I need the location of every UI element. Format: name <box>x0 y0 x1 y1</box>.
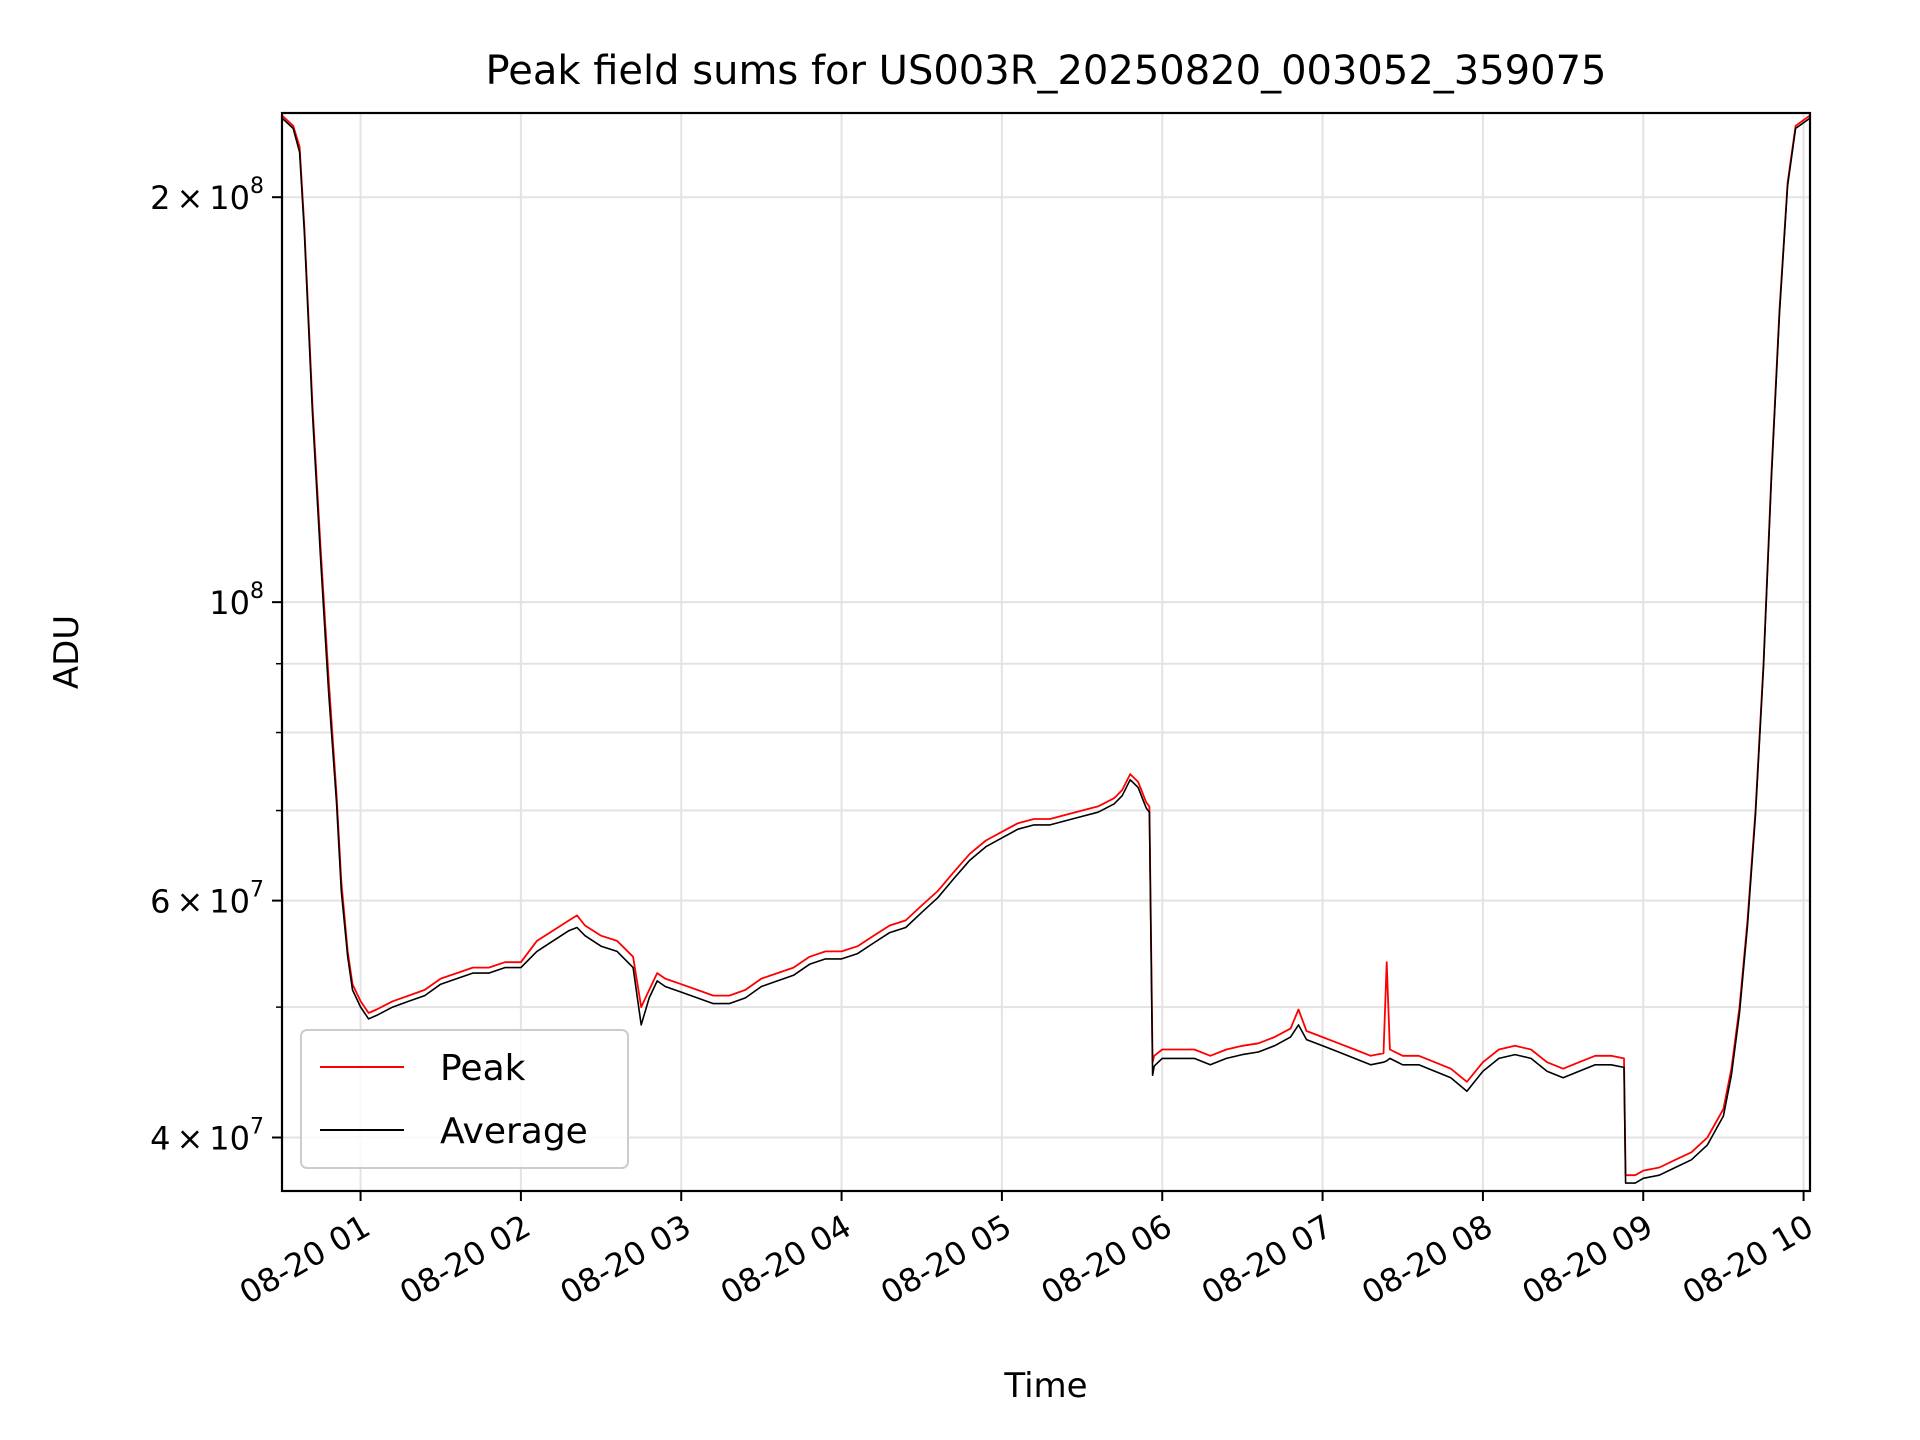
y-tick-label-exponent: 8 <box>250 579 264 604</box>
grid <box>282 113 1810 1191</box>
chart-title: Peak field sums for US003R_20250820_0030… <box>486 48 1607 94</box>
y-tick-label: 4 × 107 <box>150 1115 264 1158</box>
y-tick-label-exponent: 7 <box>250 878 264 903</box>
plot-frame <box>280 111 1812 1193</box>
series-line-average <box>282 117 1810 1184</box>
y-tick-label-exponent: 7 <box>250 1115 264 1140</box>
y-tick-label-base: 4 <box>150 1120 170 1158</box>
legend-label-average: Average <box>440 1111 588 1152</box>
y-tick-label: 108 <box>209 579 264 622</box>
y-tick-label-exponent: 8 <box>250 174 264 199</box>
y-tick-label: 6 × 107 <box>150 878 264 921</box>
y-tick-label: 2 × 108 <box>150 174 264 217</box>
legend-box <box>300 1029 629 1169</box>
series-line-peak <box>282 114 1810 1177</box>
y-tick-label-base: 6 <box>150 883 170 921</box>
x-axis-label: Time <box>1003 1366 1087 1406</box>
legend: Peak Average <box>300 1029 629 1169</box>
legend-label-peak: Peak <box>440 1048 526 1089</box>
y-tick-label-base: 2 <box>150 179 170 217</box>
series-layer <box>282 114 1810 1184</box>
y-axis-label: ADU <box>47 615 87 689</box>
